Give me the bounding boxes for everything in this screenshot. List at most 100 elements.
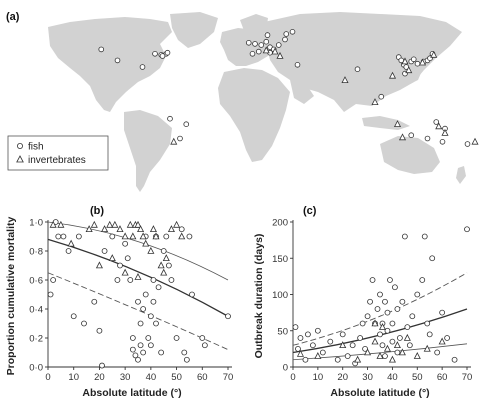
map-fish-site-22 <box>249 50 256 57</box>
chart-c-fish-point-46 <box>426 331 433 338</box>
chart-b-fish-point-49 <box>199 335 206 341</box>
chart-b-fish-point-1 <box>50 277 57 283</box>
legend-fish-label: fish <box>28 142 44 153</box>
chart-c-invertebrate-point-6 <box>376 352 384 359</box>
chart-b-invertebrate-point-2 <box>67 239 75 247</box>
chart-b-invertebrate-point-18 <box>149 225 157 233</box>
chart-c-y-tick-2: 100 <box>272 290 288 301</box>
chart-c-invertebrate-point-0 <box>296 349 304 357</box>
chart-c-invertebrate-point-4 <box>364 348 372 356</box>
chart-c-invertebrate-point-8 <box>388 355 396 363</box>
chart-b-fish-point-5 <box>65 248 72 254</box>
chart-c-fish-point-21 <box>374 306 381 312</box>
chart-b-invertebrate-point-7 <box>111 220 119 228</box>
chart-b-fit-line-thin <box>47 221 229 281</box>
chart-b-fish-point-38 <box>158 349 165 356</box>
chart-c-x-tick-1: 10 <box>313 372 324 383</box>
chart-b-fish-point-39 <box>160 248 167 254</box>
map-fish-site-43 <box>439 139 446 145</box>
chart-c-invertebrate-point-3 <box>354 355 362 363</box>
chart-c-fish-point-42 <box>414 291 421 298</box>
legend-invertebrates-marker <box>16 155 24 163</box>
chart-b-y-tick-4: 0·8 <box>29 247 43 258</box>
chart-b-x-tick-6: 60 <box>197 372 208 383</box>
chart-b-fish-point-26 <box>140 306 147 312</box>
chart-b-x-tick-2: 20 <box>94 372 105 383</box>
chart-b-invertebrate-point-0 <box>49 220 57 228</box>
asia-shape <box>264 12 462 112</box>
map-fish-site-9 <box>183 121 190 127</box>
chart-c-invertebrate-point-14 <box>438 337 446 345</box>
chart-b-invertebrate-point-26 <box>108 254 116 262</box>
chart-b-fish-point-21 <box>132 352 139 359</box>
chart-b-invertebrate-point-3 <box>85 225 93 233</box>
chart-c-invertebrate-point-9 <box>393 341 401 349</box>
chart-b-fish-point-27 <box>140 349 147 356</box>
chart-b-invertebrate-point-10 <box>126 220 134 228</box>
map-invertebrate-site-8 <box>393 120 402 127</box>
chart-b-fish-point-9 <box>91 298 98 305</box>
chart-c-invertebrate-point-10 <box>398 348 406 356</box>
chart-b-invertebrate-point-11 <box>129 232 137 240</box>
world-landmass <box>48 12 466 192</box>
chart-b-fish-point-41 <box>165 262 172 269</box>
africa-shape <box>218 68 290 162</box>
chart-c-x-axis-label: Absolute latitude (°) <box>330 387 429 399</box>
chart-b-fish-point-25 <box>137 320 144 327</box>
map-invertebrate-site-13 <box>430 50 438 58</box>
chart-b-fish-point-11 <box>99 362 105 369</box>
map-fish-site-45 <box>464 141 471 147</box>
chart-b-fish-point-30 <box>145 335 152 341</box>
chart-b-fish-point-8 <box>81 320 87 327</box>
map-invertebrate-site-3 <box>276 51 284 59</box>
chart-b-fish-point-47 <box>186 233 193 240</box>
chart-b-x-tick-4: 40 <box>146 372 157 383</box>
chart-b-invertebrate-point-24 <box>178 232 186 240</box>
map-fish-site-20 <box>289 28 296 35</box>
map-fish-site-26 <box>354 66 361 72</box>
chart-c-invertebrate-point-13 <box>423 344 431 352</box>
chart-c-x-tick-7: 70 <box>462 372 473 383</box>
chart-b-fish-point-7 <box>75 233 82 240</box>
chart-c-fish-point-38 <box>401 233 408 240</box>
chart-c-fish-point-43 <box>419 277 426 283</box>
chart-b-fish-point-46 <box>183 356 190 363</box>
map-invertebrate-site-11 <box>441 128 449 136</box>
chart-c-fish-point-26 <box>382 298 388 305</box>
map-invertebrate-site-0 <box>170 137 178 145</box>
chart-c-x-tick-6: 60 <box>437 372 448 383</box>
chart-b-invertebrate-point-17 <box>147 246 155 254</box>
chart-b-fish-point-37 <box>155 284 162 291</box>
chart-b-fish-point-40 <box>163 233 170 240</box>
map-fish-site-14 <box>263 38 270 45</box>
chart-b-fish-point-4 <box>60 233 67 240</box>
chart-c-invertebrate-point-16 <box>378 323 387 330</box>
chart-c-fish-point-1 <box>295 345 301 352</box>
southeast-asia-islands-shape <box>362 116 410 130</box>
chart-c-fish-point-6 <box>314 327 321 334</box>
chart-b-invertebrate-point-27 <box>121 268 129 276</box>
chart-b-fish-point-50 <box>201 342 208 349</box>
map-fish-site-19 <box>283 31 290 37</box>
chart-b-fish-point-42 <box>168 277 175 283</box>
chart-b-fish-point-0 <box>47 291 54 298</box>
chart-c-fish-point-3 <box>302 356 309 363</box>
chart-c-x-tick-5: 50 <box>412 372 423 383</box>
chart-b-x-tick-5: 50 <box>171 372 182 383</box>
chart-c-fish-point-37 <box>399 298 406 305</box>
chart-c-fish-point-35 <box>394 349 401 356</box>
chart-c-fish-point-48 <box>434 349 441 356</box>
chart-c-fish-point-52 <box>464 226 470 233</box>
chart-b-fish-point-23 <box>135 298 141 305</box>
chart-b-fish-point-6 <box>70 313 77 320</box>
chart-c-fish-point-0 <box>292 324 299 331</box>
chart-b-invertebrate-point-25 <box>95 261 103 269</box>
chart-c-invertebrate-point-2 <box>339 341 347 349</box>
chart-b-fish-point-12 <box>101 248 108 254</box>
australia-shape <box>380 136 440 174</box>
map-invertebrate-site-9 <box>398 133 407 141</box>
chart-c-fish-point-27 <box>382 353 388 360</box>
chart-b-fish-point-18 <box>127 277 134 283</box>
greenland-shape <box>170 12 218 48</box>
